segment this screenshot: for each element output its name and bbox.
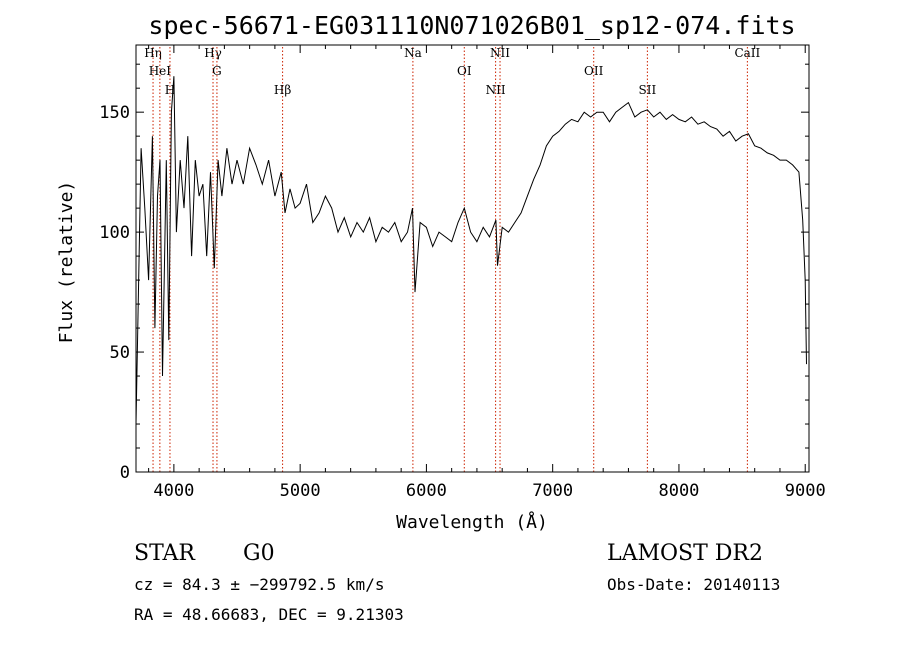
marker-label: SII [639, 83, 657, 97]
marker-label: Hγ [204, 46, 222, 60]
marker-label: OI [457, 64, 472, 78]
x-tick-label: 5000 [280, 481, 321, 501]
chart-title: spec-56671-EG031110N071026B01_sp12-074.f… [148, 11, 795, 40]
marker-label: Hη [144, 46, 162, 60]
x-tick-label: 8000 [658, 481, 699, 501]
y-axis: 0 50 100 150 [99, 63, 809, 483]
marker-label: NII [490, 46, 510, 60]
y-tick-label: 0 [120, 463, 130, 483]
object-class: STAR [134, 541, 196, 566]
x-tick-label: 6000 [406, 481, 447, 501]
x-axis-label: Wavelength (Å) [396, 511, 548, 533]
marker-label: NII [486, 83, 506, 97]
x-tick-label: 4000 [153, 481, 194, 501]
y-tick-label: 150 [99, 103, 130, 123]
series-layer [135, 76, 807, 425]
marker-label: CaII [734, 46, 760, 60]
x-tick-label: 9000 [785, 481, 826, 501]
line-markers: Hη HeI H Hγ G Hβ Na OI NII NII OII SII CaII [144, 46, 761, 472]
marker-label: Na [404, 46, 422, 60]
obs-date: Obs-Date: 20140113 [607, 575, 780, 594]
survey-name: LAMOST DR2 [607, 541, 763, 566]
x-tick-label: 7000 [532, 481, 573, 501]
marker-label: OII [584, 64, 604, 78]
marker-label: H [165, 83, 175, 97]
object-subclass: G0 [243, 541, 275, 566]
marker-label: Hβ [274, 83, 291, 97]
plot-frame [135, 44, 810, 473]
y-tick-label: 100 [99, 223, 130, 243]
coordinates: RA = 48.66683, DEC = 9.21303 [134, 605, 404, 624]
y-tick-label: 50 [110, 343, 130, 363]
marker-label: HeI [149, 64, 172, 78]
marker-label: G [212, 64, 222, 78]
x-axis: 4000 5000 6000 7000 8000 9000 [148, 45, 826, 501]
y-axis-label: Flux (relative) [56, 181, 77, 344]
redshift-text: cz = 84.3 ± −299792.5 km/s [134, 575, 384, 594]
spectrum-line [135, 76, 807, 425]
